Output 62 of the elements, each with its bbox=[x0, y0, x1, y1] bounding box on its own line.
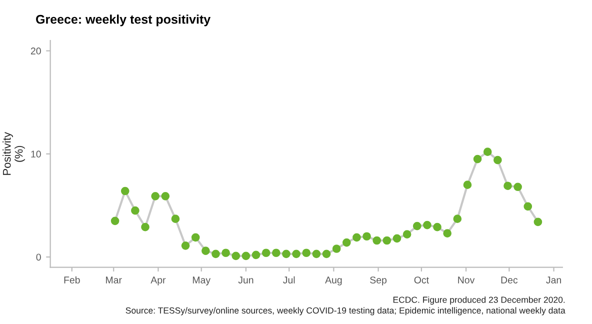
point bbox=[232, 252, 240, 260]
x-tick-label: Jul bbox=[283, 276, 295, 284]
x-tick-label: Nov bbox=[458, 276, 475, 284]
source-note: Source: TESSy/survey/online sources, weekly COVID-19 testing data; Epidemic intelligence, national weekly data bbox=[126, 307, 566, 316]
point bbox=[181, 241, 190, 250]
point bbox=[372, 236, 382, 245]
point bbox=[171, 214, 180, 224]
x-tick-label: Aug bbox=[325, 276, 342, 286]
point bbox=[282, 250, 290, 258]
y-tick-label: 10 bbox=[31, 150, 41, 158]
x-tick-label: Apr bbox=[150, 276, 166, 286]
y-tick-label: 20 bbox=[30, 48, 41, 54]
point bbox=[392, 234, 402, 243]
point bbox=[262, 248, 270, 258]
point bbox=[362, 232, 371, 241]
point bbox=[141, 222, 150, 232]
point bbox=[473, 154, 482, 164]
point bbox=[252, 250, 260, 260]
point bbox=[161, 192, 170, 200]
chart-title: Greece: weekly test positivity bbox=[36, 14, 211, 26]
point bbox=[483, 148, 492, 156]
point bbox=[322, 250, 331, 258]
point bbox=[443, 229, 452, 238]
text: ECDC. Figure produced 23 December 2020. bbox=[393, 296, 565, 305]
x-tick-label: Sep bbox=[370, 276, 387, 286]
point bbox=[242, 252, 250, 260]
x-tick-label: Oct bbox=[414, 276, 429, 284]
point bbox=[382, 236, 392, 245]
x-tick-label: Feb bbox=[64, 276, 80, 284]
point bbox=[402, 230, 412, 238]
point bbox=[494, 156, 502, 164]
point bbox=[120, 186, 130, 196]
point bbox=[342, 238, 351, 247]
point bbox=[191, 233, 200, 242]
x-tick-label: Dec bbox=[501, 276, 518, 284]
point bbox=[131, 206, 140, 215]
point bbox=[222, 248, 230, 258]
x-tick-label: May bbox=[192, 276, 211, 286]
point bbox=[352, 233, 361, 242]
x-tick-label: Mar bbox=[106, 276, 122, 284]
point bbox=[272, 248, 280, 258]
point bbox=[151, 192, 160, 200]
point bbox=[302, 248, 311, 258]
point bbox=[534, 218, 542, 226]
y-axis-title: Positivity (%) bbox=[2, 132, 25, 175]
point bbox=[463, 180, 472, 189]
point bbox=[292, 250, 300, 258]
point bbox=[212, 250, 220, 258]
point bbox=[423, 220, 432, 230]
y-tick-label: 0 bbox=[36, 254, 41, 261]
point bbox=[514, 182, 522, 192]
point bbox=[524, 202, 532, 211]
point bbox=[332, 244, 341, 253]
point bbox=[412, 222, 422, 230]
x-tick-label: Jan bbox=[546, 276, 561, 284]
point bbox=[110, 216, 120, 226]
point bbox=[433, 222, 442, 232]
x-tick-label: Jun bbox=[238, 276, 254, 284]
point bbox=[453, 214, 462, 224]
point bbox=[312, 250, 321, 258]
point bbox=[202, 246, 210, 255]
point bbox=[504, 182, 512, 190]
